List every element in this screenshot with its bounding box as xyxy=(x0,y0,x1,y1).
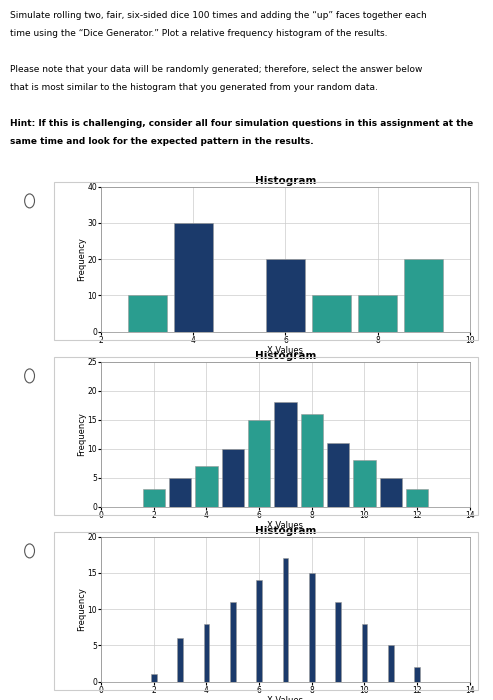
Bar xyxy=(274,402,297,507)
Bar xyxy=(151,674,157,682)
Bar xyxy=(327,443,350,507)
Bar xyxy=(335,602,341,682)
Bar xyxy=(312,295,351,332)
Bar xyxy=(248,420,270,507)
Bar xyxy=(177,638,183,682)
X-axis label: X Values: X Values xyxy=(267,522,304,530)
Bar xyxy=(169,477,191,507)
Bar xyxy=(266,259,305,332)
X-axis label: X Values: X Values xyxy=(267,696,304,700)
Bar xyxy=(221,449,244,507)
Title: Histogram: Histogram xyxy=(255,526,316,536)
Y-axis label: Frequency: Frequency xyxy=(77,587,86,631)
Bar xyxy=(309,573,315,682)
Text: Simulate rolling two, fair, six-sided dice 100 times and adding the “up” faces t: Simulate rolling two, fair, six-sided di… xyxy=(10,11,426,20)
Bar xyxy=(204,624,210,682)
Bar xyxy=(142,489,165,507)
Bar xyxy=(388,645,394,682)
Title: Histogram: Histogram xyxy=(255,351,316,361)
X-axis label: X Values: X Values xyxy=(267,346,304,355)
Bar xyxy=(195,466,217,507)
Text: same time and look for the expected pattern in the results.: same time and look for the expected patt… xyxy=(10,136,314,146)
Bar xyxy=(358,295,397,332)
Bar xyxy=(406,489,428,507)
Bar xyxy=(256,580,262,682)
Bar xyxy=(380,477,402,507)
Text: Please note that your data will be randomly generated; therefore, select the ans: Please note that your data will be rando… xyxy=(10,65,422,74)
Bar xyxy=(230,602,236,682)
Y-axis label: Frequency: Frequency xyxy=(77,237,86,281)
Bar xyxy=(128,295,167,332)
Bar xyxy=(414,667,420,682)
Text: Hint: If this is challenging, consider all four simulation questions in this ass: Hint: If this is challenging, consider a… xyxy=(10,119,473,128)
Title: Histogram: Histogram xyxy=(255,176,316,186)
Text: that is most similar to the histogram that you generated from your random data.: that is most similar to the histogram th… xyxy=(10,83,378,92)
Bar xyxy=(282,559,288,682)
Bar xyxy=(353,461,376,507)
Bar xyxy=(404,259,443,332)
Text: time using the “Dice Generator.” Plot a relative frequency histogram of the resu: time using the “Dice Generator.” Plot a … xyxy=(10,29,387,38)
Y-axis label: Frequency: Frequency xyxy=(77,412,86,456)
Bar xyxy=(361,624,367,682)
Bar xyxy=(174,223,213,332)
Bar xyxy=(301,414,323,507)
